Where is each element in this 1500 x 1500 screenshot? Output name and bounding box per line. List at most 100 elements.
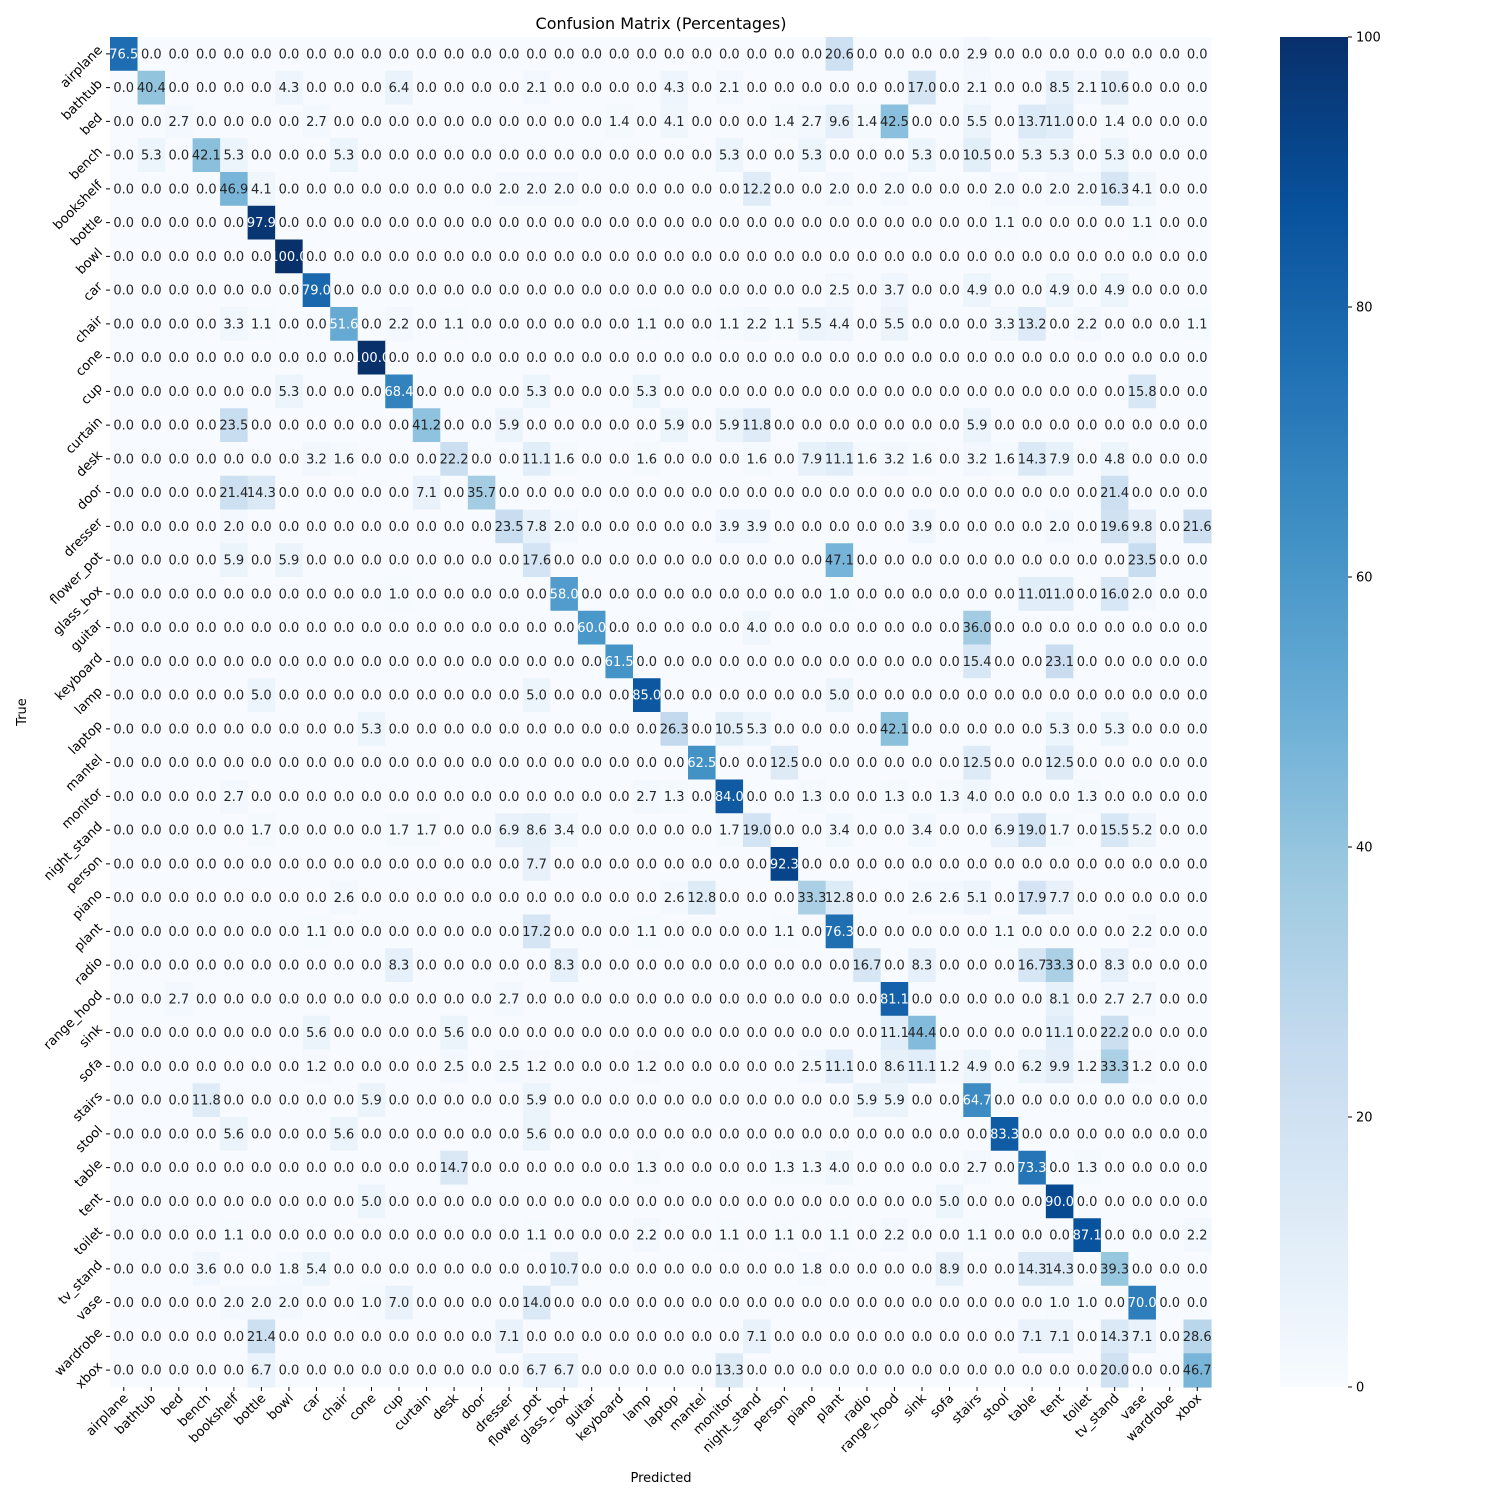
cell-label-glass_box-bookshelf: 0.0 bbox=[224, 587, 245, 602]
cell-label-stool-door: 0.0 bbox=[471, 1127, 492, 1142]
cell-label-mantel-cone: 0.0 bbox=[361, 756, 382, 771]
cell-label-bookshelf-flower_pot: 2.0 bbox=[526, 182, 547, 197]
cell-label-guitar-airplane: 0.0 bbox=[113, 621, 134, 636]
cell-label-table-piano: 1.3 bbox=[802, 1161, 823, 1176]
heatmap-cell-bed-radio bbox=[853, 104, 882, 139]
cell-label-tent-cup: 0.0 bbox=[389, 1195, 410, 1210]
cell-label-glass_box-mantel: 0.0 bbox=[691, 587, 712, 602]
cell-label-keyboard-stairs: 15.4 bbox=[963, 655, 992, 670]
heatmap-cell-bowl-glass_box bbox=[550, 239, 579, 274]
cell-label-mantel-mantel: 62.5 bbox=[687, 756, 716, 771]
heatmap-cell-bathtub-cup bbox=[385, 70, 414, 106]
heatmap-cell-bottle-toilet bbox=[1073, 205, 1102, 241]
cell-label-guitar-stairs: 36.0 bbox=[963, 621, 992, 636]
cell-label-table-cup: 0.0 bbox=[389, 1161, 410, 1176]
cell-label-desk-cup: 0.0 bbox=[389, 452, 410, 467]
cell-label-monitor-airplane: 0.0 bbox=[113, 790, 134, 805]
cell-label-monitor-bottle: 0.0 bbox=[251, 790, 272, 805]
cell-label-toilet-mantel: 0.0 bbox=[691, 1229, 712, 1244]
cell-label-guitar-bed: 0.0 bbox=[168, 621, 189, 636]
cell-label-bowl-sofa: 0.0 bbox=[939, 250, 960, 265]
cell-label-range_hood-tv_stand: 2.7 bbox=[1104, 992, 1125, 1007]
cell-label-xbox-tent: 0.0 bbox=[1049, 1364, 1070, 1379]
cell-label-range_hood-vase: 2.7 bbox=[1132, 992, 1153, 1007]
heatmap-cell-airplane-glass_box bbox=[550, 37, 579, 72]
heatmap-cell-airplane-dresser bbox=[495, 37, 524, 72]
cell-label-airplane-sink: 0.0 bbox=[912, 47, 933, 62]
cell-label-door-table: 0.0 bbox=[1022, 486, 1043, 501]
cell-label-chair-flower_pot: 0.0 bbox=[526, 317, 547, 332]
heatmap-cell-bench-chair bbox=[330, 138, 359, 173]
heatmap-cell-bottle-laptop bbox=[660, 205, 689, 241]
cell-label-guitar-sink: 0.0 bbox=[912, 621, 933, 636]
cell-label-lamp-glass_box: 0.0 bbox=[554, 689, 575, 704]
cell-label-stairs-door: 0.0 bbox=[471, 1094, 492, 1109]
heatmap-cell-bookshelf-wardrobe bbox=[1155, 172, 1185, 207]
cell-label-tv_stand-stool: 0.0 bbox=[994, 1262, 1015, 1277]
cell-label-airplane-stool: 0.0 bbox=[994, 47, 1015, 62]
cell-label-bottle-radio: 0.0 bbox=[857, 216, 878, 231]
cell-label-dresser-table: 0.0 bbox=[1022, 520, 1043, 535]
cell-label-sink-door: 0.0 bbox=[471, 1026, 492, 1041]
cell-label-stairs-cone: 5.9 bbox=[361, 1094, 382, 1109]
cell-label-range_hood-curtain: 0.0 bbox=[416, 992, 437, 1007]
cell-label-tent-keyboard: 0.0 bbox=[609, 1195, 630, 1210]
cell-label-vase-night_stand: 0.0 bbox=[746, 1296, 767, 1311]
cell-label-bed-piano: 2.7 bbox=[802, 115, 823, 130]
cell-label-laptop-bottle: 0.0 bbox=[251, 722, 272, 737]
cell-label-night_stand-plant: 3.4 bbox=[829, 824, 850, 839]
heatmap-cell-car-piano bbox=[798, 273, 827, 308]
cell-label-range_hood-wardrobe: 0.0 bbox=[1159, 992, 1180, 1007]
cell-label-chair-chair: 51.6 bbox=[329, 317, 358, 332]
cell-label-bowl-mantel: 0.0 bbox=[691, 250, 712, 265]
heatmap-cell-chair-radio bbox=[853, 307, 882, 342]
cell-label-cone-table: 0.0 bbox=[1022, 351, 1043, 366]
cell-label-bottle-flower_pot: 0.0 bbox=[526, 216, 547, 231]
heatmap-cell-car-mantel bbox=[688, 273, 717, 308]
cell-label-lamp-piano: 0.0 bbox=[802, 689, 823, 704]
cell-label-bottle-piano: 0.0 bbox=[802, 216, 823, 231]
cell-label-bathtub-toilet: 2.1 bbox=[1077, 81, 1098, 96]
cell-label-flower_pot-keyboard: 0.0 bbox=[609, 554, 630, 569]
cell-label-tent-wardrobe: 0.0 bbox=[1159, 1195, 1180, 1210]
heatmap-cell-bowl-xbox bbox=[1183, 239, 1212, 274]
heatmap-cell-bathtub-range_hood bbox=[880, 70, 909, 106]
cell-label-radio-sofa: 0.0 bbox=[939, 959, 960, 974]
heatmap-cell-chair-tv_stand bbox=[1100, 307, 1130, 342]
cell-label-bathtub-cone: 0.0 bbox=[361, 81, 382, 96]
cell-label-night_stand-door: 0.0 bbox=[471, 824, 492, 839]
cell-label-table-bench: 0.0 bbox=[196, 1161, 217, 1176]
cell-label-stool-cone: 0.0 bbox=[361, 1127, 382, 1142]
cell-label-car-bathtub: 0.0 bbox=[141, 284, 162, 299]
cell-label-bathtub-bookshelf: 0.0 bbox=[224, 81, 245, 96]
cell-label-radio-night_stand: 0.0 bbox=[746, 959, 767, 974]
cell-label-toilet-desk: 0.0 bbox=[444, 1229, 465, 1244]
cell-label-bottle-plant: 0.0 bbox=[829, 216, 850, 231]
cell-label-tv_stand-toilet: 0.0 bbox=[1077, 1262, 1098, 1277]
cell-label-monitor-laptop: 1.3 bbox=[664, 790, 685, 805]
cell-label-tv_stand-xbox: 0.0 bbox=[1187, 1262, 1208, 1277]
cell-label-night_stand-table: 19.0 bbox=[1018, 824, 1047, 839]
heatmap-cell-cone-car bbox=[302, 340, 331, 376]
cell-label-glass_box-bed: 0.0 bbox=[168, 587, 189, 602]
cell-label-keyboard-laptop: 0.0 bbox=[664, 655, 685, 670]
cell-label-xbox-stool: 0.0 bbox=[994, 1364, 1015, 1379]
cell-label-bench-sofa: 0.0 bbox=[939, 149, 960, 164]
heatmap-cell-chair-bottle bbox=[247, 307, 276, 342]
cell-label-tent-sink: 0.0 bbox=[912, 1195, 933, 1210]
heatmap-cell-bed-table bbox=[1018, 104, 1047, 139]
heatmap-cell-car-dresser bbox=[495, 273, 524, 308]
cell-label-bowl-cone: 0.0 bbox=[361, 250, 382, 265]
heatmap-cell-bottle-monitor bbox=[715, 205, 744, 241]
heatmap-cell-car-sofa bbox=[935, 273, 964, 308]
cell-label-vase-laptop: 0.0 bbox=[664, 1296, 685, 1311]
heatmap-cell-car-laptop bbox=[660, 273, 689, 308]
cell-label-bathtub-table: 0.0 bbox=[1022, 81, 1043, 96]
cell-label-keyboard-piano: 0.0 bbox=[802, 655, 823, 670]
cell-label-stool-desk: 0.0 bbox=[444, 1127, 465, 1142]
cell-label-dresser-cup: 0.0 bbox=[389, 520, 410, 535]
cell-label-night_stand-guitar: 0.0 bbox=[581, 824, 602, 839]
cell-label-keyboard-chair: 0.0 bbox=[334, 655, 355, 670]
cell-label-stool-plant: 0.0 bbox=[829, 1127, 850, 1142]
cell-label-flower_pot-radio: 0.0 bbox=[857, 554, 878, 569]
